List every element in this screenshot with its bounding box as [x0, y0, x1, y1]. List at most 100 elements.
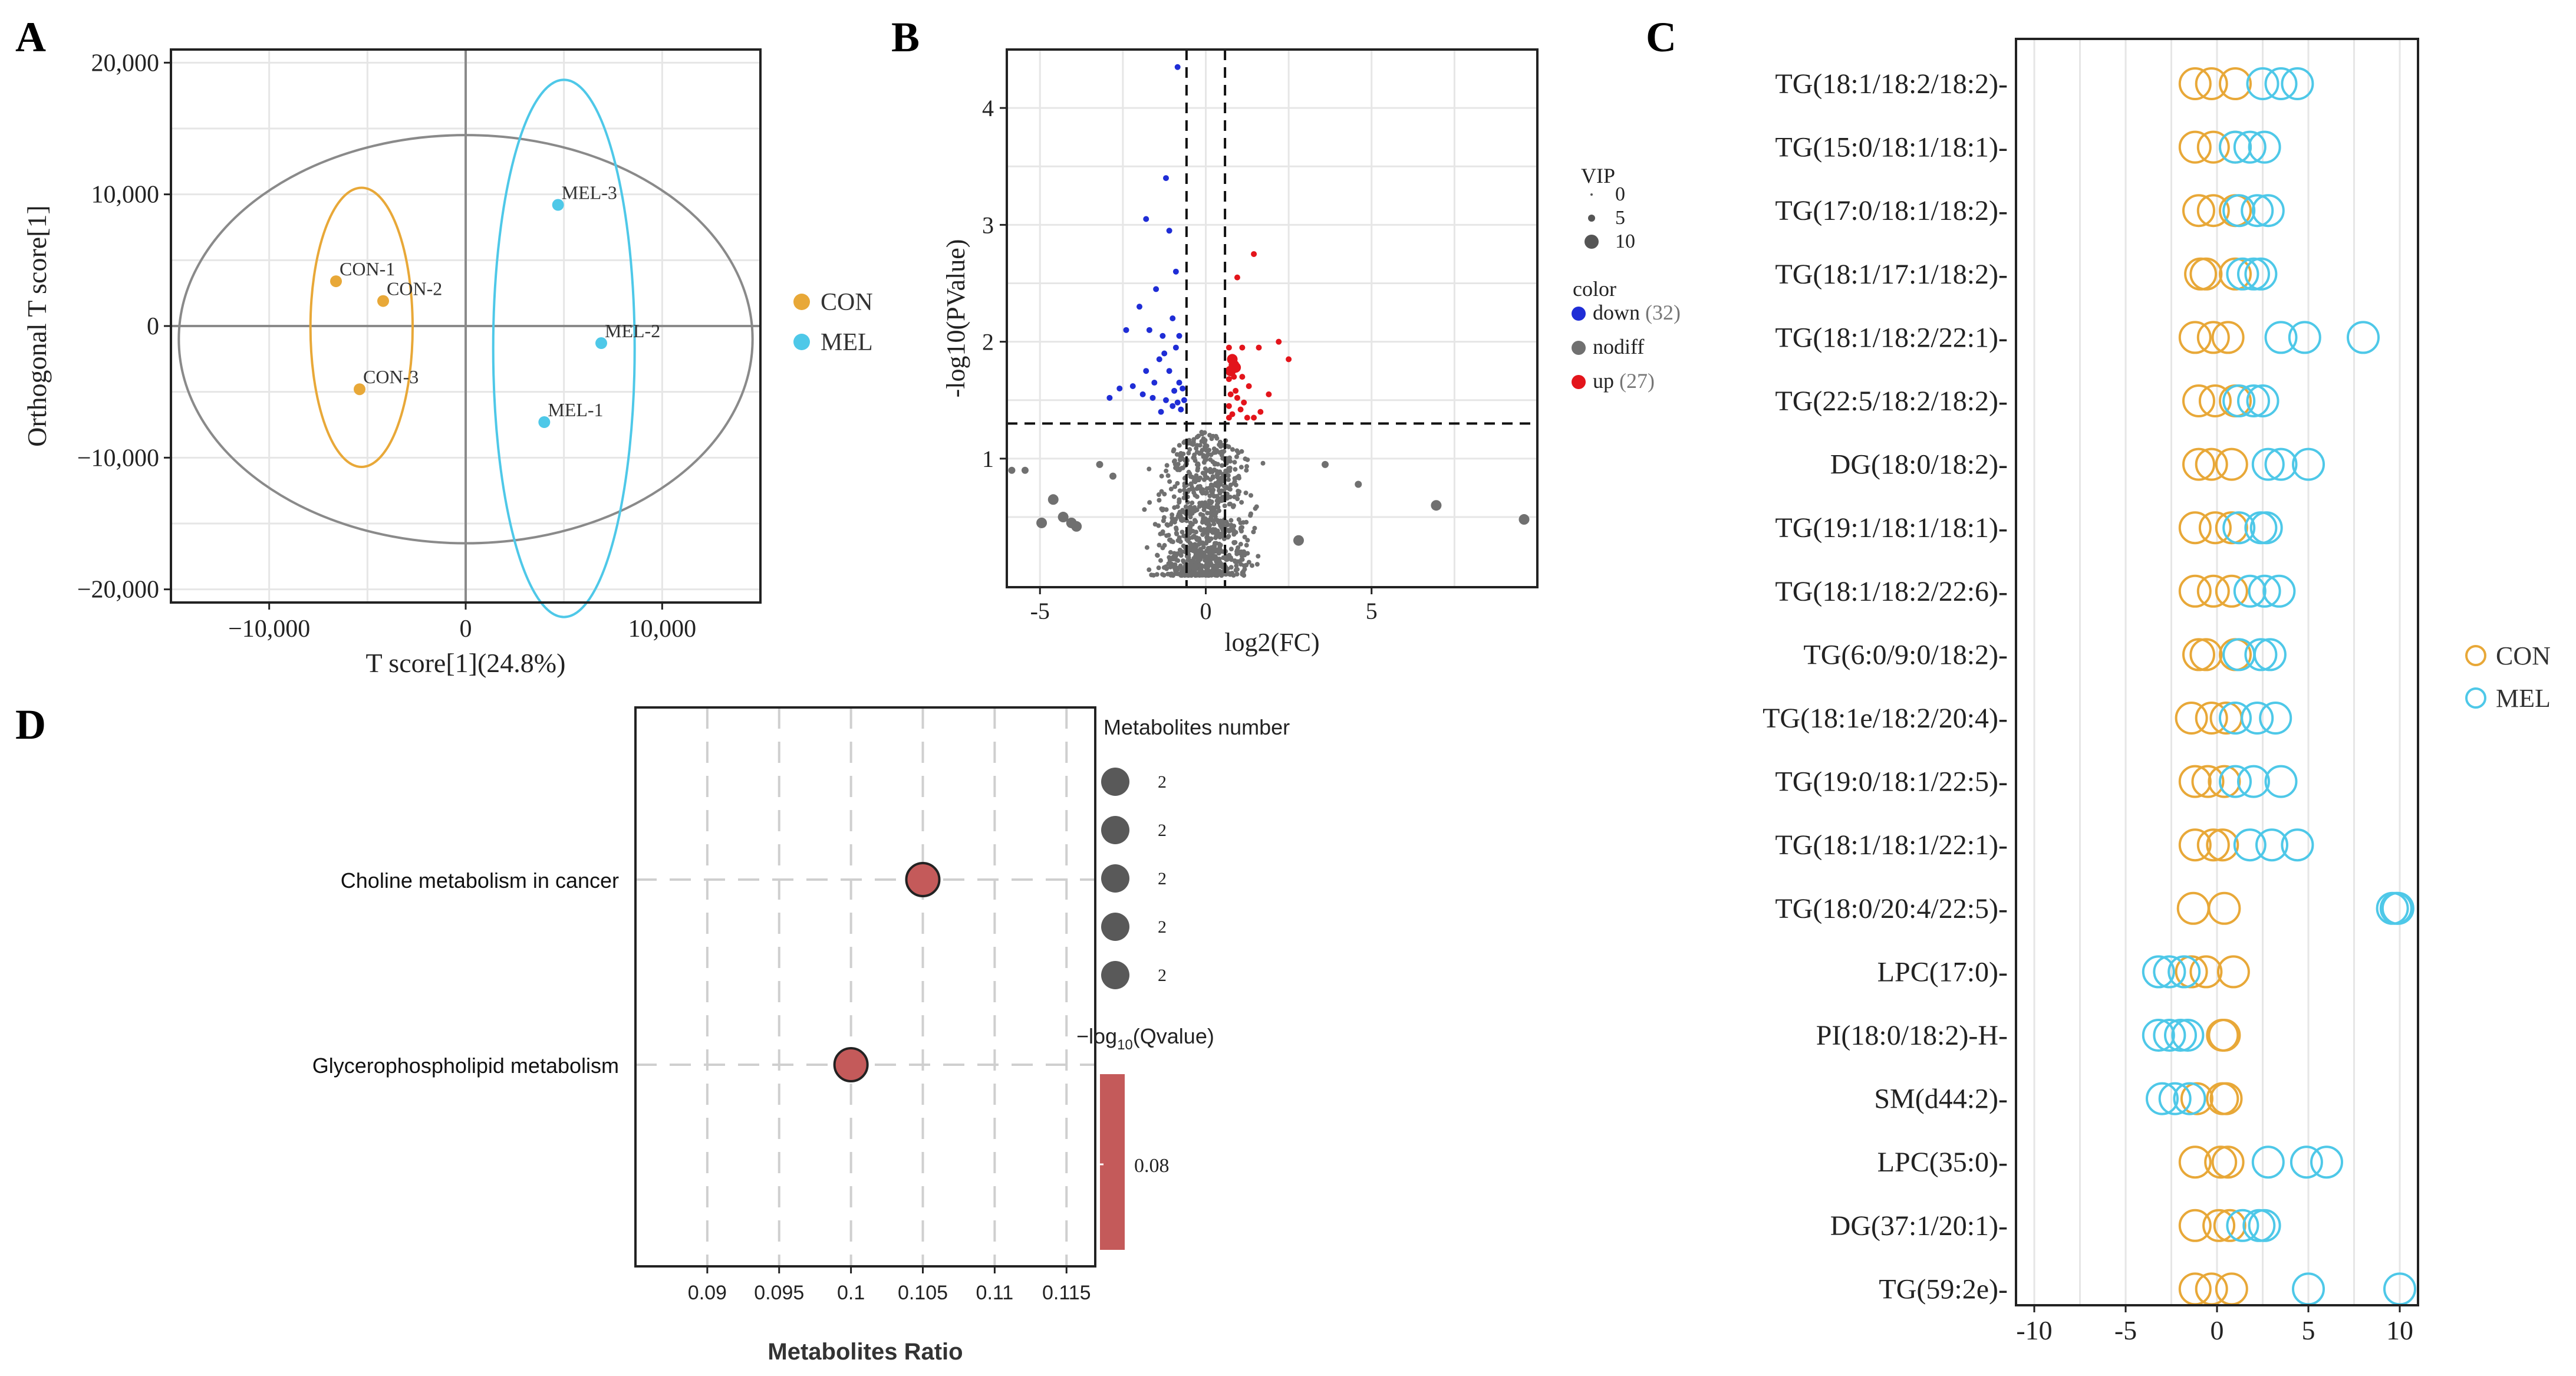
up-point [1226, 376, 1232, 383]
nodiff-point [1238, 520, 1243, 525]
nodiff-point [1178, 456, 1183, 462]
nodiff-point [1237, 489, 1242, 494]
panel-label-d: D [15, 701, 46, 748]
nodiff-point [1254, 504, 1259, 509]
nodiff-point [1203, 437, 1208, 443]
nodiff-point [1193, 559, 1198, 565]
metabolite-label: TG(18:1e/18:2/20:4)- [1763, 703, 2008, 734]
nodiff-point [1179, 518, 1184, 523]
mel-sample-circle [2381, 891, 2414, 925]
nodiff-point [1167, 479, 1172, 484]
metabolite-label: TG(18:1/18:2/22:6)- [1775, 576, 2008, 607]
nodiff-point [1181, 440, 1187, 445]
x-tick-label: 0.1 [837, 1282, 865, 1304]
nodiff-point [1175, 565, 1181, 571]
sample-point [354, 383, 365, 396]
nodiff-point [1202, 530, 1207, 535]
x-tick-label: 0.09 [688, 1282, 727, 1304]
color-legend-title-prefix: −log [1076, 1024, 1117, 1048]
nodiff-point [1205, 535, 1211, 541]
nodiff-point [1222, 519, 1227, 524]
down-point [1163, 397, 1169, 403]
down-point [1161, 350, 1168, 357]
nodiff-point [1252, 525, 1257, 531]
con-sample-circle [2195, 702, 2228, 735]
con-sample-circle [2215, 574, 2248, 608]
sample-label: CON-2 [387, 278, 442, 299]
down-point [1106, 394, 1113, 401]
nodiff-point [1096, 460, 1103, 468]
nodiff-point [1162, 492, 1167, 497]
con-sample-circle [2216, 955, 2250, 989]
legend-color-key-nodiff [1572, 341, 1586, 355]
nodiff-point [1355, 480, 1362, 488]
up-point [1256, 344, 1262, 351]
nodiff-point [1194, 566, 1199, 571]
nodiff-point [1188, 481, 1194, 486]
con-sample-circle [2211, 321, 2245, 354]
mel-sample-circle [2290, 1145, 2323, 1179]
sample-point [595, 337, 607, 350]
nodiff-point [1243, 456, 1248, 462]
con-sample-circle [2208, 765, 2241, 798]
nodiff-point [1168, 522, 1174, 527]
color-legend-title-suffix: (Qvalue) [1133, 1024, 1214, 1048]
nodiff-point [1191, 478, 1197, 483]
mel-sample-circle [2251, 194, 2285, 228]
up-point [1251, 251, 1257, 257]
mel-sample-circle [2226, 257, 2259, 291]
mel-sample-circle [2347, 321, 2380, 354]
nodiff-point [1232, 479, 1237, 484]
nodiff-point [1168, 486, 1174, 492]
nodiff-point [1233, 482, 1238, 488]
metabolite-label: TG(15:0/18:1/18:1)- [1775, 132, 2008, 163]
legend-label-con: CON [2496, 641, 2551, 670]
up-point [1231, 374, 1237, 380]
x-tick-label: 0.115 [1042, 1282, 1091, 1304]
nodiff-point [1254, 562, 1260, 567]
con-sample-circle [2211, 1145, 2245, 1179]
up-point [1257, 409, 1264, 415]
con-sample-circle [2182, 194, 2215, 228]
metabolite-label: TG(18:1/18:1/22:1)- [1775, 829, 2008, 861]
con-sample-circle [2196, 574, 2230, 608]
nodiff-point [1177, 488, 1182, 493]
y-tick-label: 1 [982, 446, 994, 472]
con-sample-circle [2213, 1209, 2246, 1242]
nodiff-point [1181, 543, 1186, 548]
down-point [1159, 333, 1166, 339]
nodiff-point [1225, 522, 1230, 528]
mel-sample-circle [2249, 511, 2283, 545]
nodiff-point [1248, 493, 1253, 498]
nodiff-point [1248, 511, 1253, 516]
nodiff-point [1154, 572, 1159, 577]
nodiff-point [1239, 557, 1244, 562]
nodiff-point [1250, 563, 1255, 568]
con-sample-circle [2182, 384, 2215, 417]
nodiff-point [1208, 482, 1214, 488]
nodiff-point [1147, 466, 1152, 472]
nodiff-point [1147, 500, 1152, 505]
x-tick-label: -5 [2114, 1315, 2137, 1345]
legend-vip-value: 5 [1615, 207, 1625, 229]
nodiff-point [1244, 464, 1250, 469]
nodiff-point [1197, 484, 1203, 489]
nodiff-point [1238, 526, 1243, 532]
legend-vip-value: 0 [1615, 183, 1625, 205]
up-point [1286, 356, 1292, 363]
nodiff-point [1191, 548, 1196, 554]
mel-sample-circle [2264, 765, 2298, 798]
nodiff-point [1156, 492, 1161, 498]
nodiff-point [1186, 469, 1191, 475]
con-sample-circle [2208, 891, 2241, 925]
mel-sample-circle [2222, 194, 2256, 228]
mel-sample-circle [2264, 447, 2298, 481]
nodiff-point [1210, 474, 1215, 479]
nodiff-point [1218, 518, 1223, 524]
metabolite-label: TG(17:0/18:1/18:2)- [1775, 195, 2008, 226]
nodiff-point [1163, 564, 1168, 570]
legend-label-mel: MEL [2496, 684, 2551, 713]
nodiff-point [1197, 525, 1203, 531]
con-sample-circle [2202, 1209, 2236, 1242]
